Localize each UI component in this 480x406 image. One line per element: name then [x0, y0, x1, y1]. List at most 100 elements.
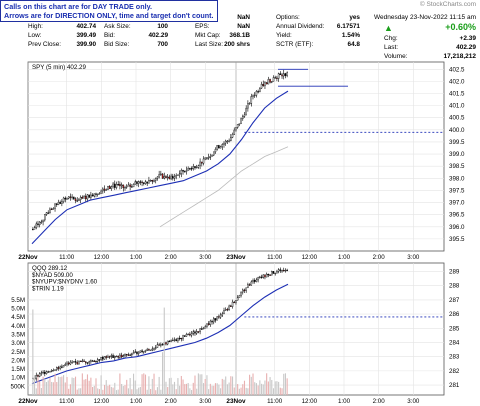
candle-body: [137, 351, 140, 354]
candle-body: [178, 173, 181, 176]
candle-body: [129, 184, 131, 187]
candle-body: [206, 157, 208, 159]
candle-body: [223, 310, 225, 315]
y-tick-label: 397.5: [449, 187, 465, 194]
candle-body: [206, 323, 208, 327]
volume-bar: [226, 384, 228, 395]
volume-bar: [182, 379, 184, 395]
volume-bar: [158, 376, 160, 395]
candle-body: [78, 360, 80, 365]
candle-body: [226, 140, 229, 142]
candle-body: [86, 362, 89, 364]
candle-body: [284, 269, 287, 272]
candle-body: [243, 289, 246, 291]
candle-body: [183, 335, 186, 337]
volume-bar: [235, 381, 237, 395]
quote-field-label: Mkt Cap:: [195, 32, 221, 39]
volume-tick-label: 4.5M: [11, 314, 25, 321]
candle-body: [54, 369, 56, 371]
candle-body: [213, 151, 215, 156]
y-tick-label: 286: [449, 311, 460, 318]
volume-bar: [119, 373, 121, 395]
candle-body: [252, 280, 254, 283]
volume-bar: [153, 373, 155, 395]
candle-body: [105, 189, 107, 191]
volume-bar: [247, 388, 249, 395]
volume-bar: [121, 383, 123, 395]
candle-body: [180, 169, 183, 175]
candle-body: [131, 186, 133, 188]
candle-body: [40, 221, 43, 223]
volume-tick-label: 2.5M: [11, 349, 25, 356]
volume-bar: [63, 375, 65, 395]
candle-body: [264, 274, 266, 278]
candle-body: [240, 291, 242, 296]
y-tick-label: 395.5: [449, 236, 465, 243]
candle-body: [209, 320, 212, 325]
candle-body: [103, 188, 106, 191]
volume-bar: [86, 374, 89, 395]
candle-body: [76, 200, 78, 202]
volume-bar: [257, 385, 259, 395]
candle-body: [151, 348, 154, 351]
moving-average-line: [31, 90, 289, 245]
y-tick-label: 289: [449, 269, 460, 276]
y-tick-label: 283: [449, 354, 460, 361]
candle-body: [57, 367, 60, 369]
volume-bar: [187, 383, 189, 395]
volume-bar: [243, 380, 246, 395]
x-tick-label: 11:00: [267, 398, 283, 405]
volume-bar: [170, 377, 172, 395]
volume-bar: [143, 373, 145, 395]
volume-bar: [264, 380, 266, 395]
volume-bar: [49, 378, 51, 395]
candle-body: [79, 360, 82, 362]
candle-body: [149, 349, 152, 351]
volume-bar: [155, 390, 157, 395]
candle-body: [42, 371, 44, 374]
volume-bar: [185, 383, 188, 395]
candle-body: [55, 367, 58, 370]
candle-body: [166, 340, 169, 345]
candle-body: [190, 333, 193, 336]
volume-bar: [83, 379, 85, 395]
candle-body: [95, 360, 97, 363]
x-tick-label: 3:00: [407, 398, 420, 405]
candle-body: [108, 186, 111, 189]
candle-body: [100, 190, 102, 194]
volume-bar: [57, 376, 60, 395]
candle-body: [158, 344, 160, 346]
quote-field-label: Last Size:: [195, 41, 224, 48]
candle-body: [257, 277, 259, 281]
candle-body: [33, 227, 36, 230]
candle-body: [245, 107, 247, 116]
candle-body: [131, 353, 133, 356]
candle-body: [272, 77, 275, 82]
candle-body: [81, 196, 84, 199]
volume-bar: [165, 381, 167, 395]
candle-body: [62, 365, 65, 368]
quote-field-value: 399.49: [76, 32, 96, 39]
candle-body: [279, 269, 282, 271]
volume-bar: [146, 389, 148, 395]
volume-bar: [230, 376, 232, 395]
candle-body: [240, 118, 242, 124]
candle-body: [143, 351, 145, 353]
candle-body: [218, 145, 220, 149]
volume-bar: [134, 380, 136, 395]
candle-body: [247, 284, 249, 288]
candle-body: [192, 331, 195, 334]
candle-body: [158, 174, 160, 178]
chart-title: SPY (5 min) 402.29: [32, 64, 86, 71]
candle-body: [154, 347, 157, 349]
x-tick-label: 12:00: [302, 398, 318, 405]
candle-body: [236, 297, 239, 301]
candle-body: [163, 176, 166, 179]
volume-bar: [39, 381, 41, 395]
volume-bar: [179, 385, 181, 395]
volume-bar: [42, 376, 44, 395]
volume-bar: [107, 385, 109, 395]
volume-bar: [132, 373, 135, 395]
quote-field-label: Bid Size:: [104, 41, 130, 48]
